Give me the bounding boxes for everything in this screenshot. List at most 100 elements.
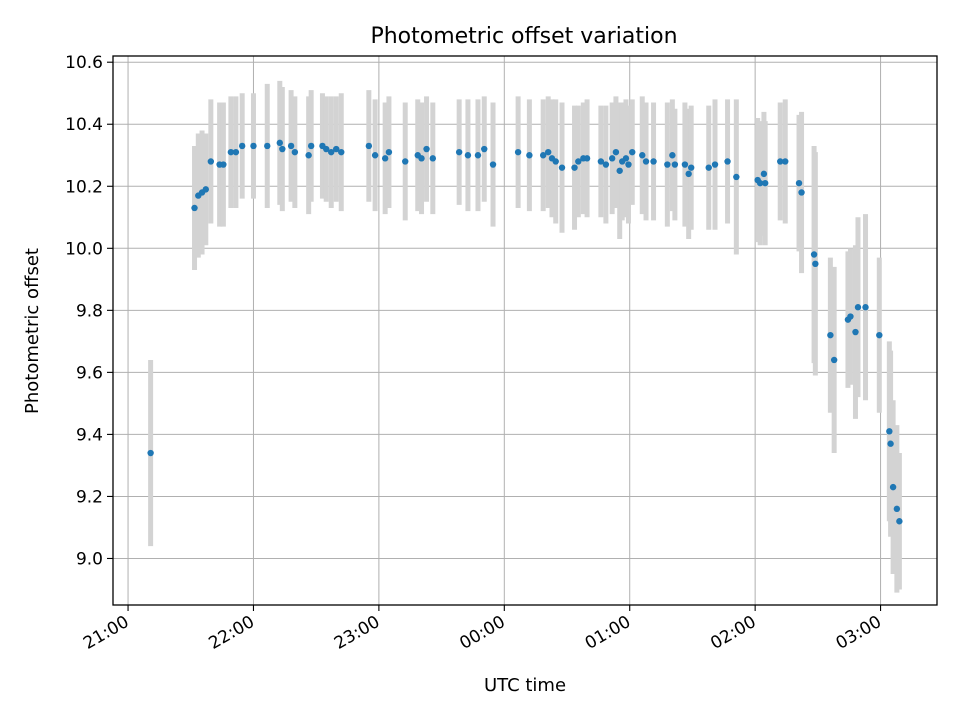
data-point: [323, 145, 330, 153]
data-point: [276, 139, 284, 147]
data-point: [782, 158, 789, 165]
data-point: [147, 449, 154, 457]
data-point: [616, 167, 623, 174]
data-point: [545, 148, 552, 156]
data-point: [423, 145, 430, 153]
y-tick-label: 9.4: [76, 425, 103, 445]
data-point: [733, 173, 740, 181]
data-point: [238, 142, 246, 150]
y-axis-label: Photometric offset: [22, 248, 43, 414]
plot-frame: [112, 55, 938, 606]
data-point: [812, 260, 819, 268]
data-point: [481, 145, 488, 153]
y-axis-ticks: 9.0 9.2 9.4 9.6 9.8 10.0 10.2 10.4 10.6: [65, 53, 113, 569]
x-tick-label: 02:00: [707, 612, 759, 654]
data-point: [291, 148, 299, 156]
data-point: [338, 148, 345, 156]
data-point: [664, 161, 671, 168]
data-point: [191, 204, 198, 212]
data-point: [896, 518, 903, 525]
x-axis-ticks: 21:00 22:00 23:00 00:00 01:00 02:00 03:00: [80, 605, 885, 654]
data-point: [862, 304, 869, 311]
data-point: [514, 148, 522, 156]
data-point: [264, 142, 271, 150]
y-tick-label: 10.6: [65, 53, 103, 73]
data-point: [418, 155, 425, 162]
data-point: [761, 179, 769, 187]
data-point: [526, 152, 533, 159]
data-point: [681, 161, 689, 168]
data-point: [724, 158, 731, 165]
y-tick-label: 10.4: [65, 115, 103, 135]
data-point: [795, 179, 803, 187]
data-point: [887, 440, 894, 447]
data-point: [671, 161, 679, 168]
y-tick-label: 9.2: [76, 487, 103, 507]
y-tick-label: 9.8: [76, 301, 103, 321]
data-point: [385, 148, 393, 156]
data-point: [220, 161, 227, 168]
data-point: [639, 152, 646, 159]
data-point: [886, 428, 893, 435]
data-point: [402, 158, 409, 165]
data-point: [464, 152, 472, 159]
data-point: [333, 145, 340, 153]
data-point: [711, 161, 719, 168]
data-point: [760, 170, 768, 178]
x-tick-label: 21:00: [80, 612, 132, 654]
data-point: [305, 152, 312, 159]
error-bars: [148, 80, 902, 593]
y-tick-label: 9.6: [76, 363, 103, 383]
data-point: [365, 142, 373, 150]
data-point: [202, 186, 210, 193]
data-point: [777, 158, 784, 165]
data-point: [597, 158, 605, 165]
data-point: [328, 148, 335, 156]
data-point: [705, 164, 712, 171]
data-point: [539, 152, 547, 159]
data-point: [625, 161, 632, 168]
x-tick-label: 23:00: [331, 612, 383, 654]
data-point: [612, 148, 620, 156]
data-point: [250, 142, 257, 150]
data-point: [876, 331, 883, 339]
data-point: [207, 158, 215, 165]
data-point: [827, 331, 834, 339]
data-point: [669, 152, 676, 159]
data-point: [429, 155, 437, 162]
data-point: [810, 251, 818, 258]
data-points: [147, 139, 903, 525]
x-tick-label: 22:00: [206, 612, 258, 654]
data-point: [602, 161, 610, 168]
data-point: [608, 155, 616, 162]
data-point: [455, 148, 463, 156]
data-point: [381, 155, 389, 162]
data-point: [629, 148, 636, 156]
data-point: [642, 158, 650, 165]
data-point: [552, 158, 559, 165]
data-point: [575, 158, 582, 165]
data-point: [307, 142, 315, 150]
y-tick-label: 10.0: [65, 239, 103, 259]
data-point: [279, 145, 286, 153]
data-point: [798, 189, 805, 196]
x-tick-label: 00:00: [456, 612, 508, 654]
data-point: [687, 164, 695, 171]
data-point: [571, 164, 578, 171]
data-point: [685, 170, 692, 178]
data-point: [847, 313, 854, 320]
data-point: [854, 304, 862, 311]
data-point: [227, 148, 235, 156]
data-point: [287, 142, 295, 150]
data-point: [489, 161, 497, 168]
data-point: [852, 328, 859, 336]
data-point: [889, 483, 897, 491]
data-point: [650, 158, 657, 165]
data-point: [583, 155, 591, 162]
data-point: [474, 152, 482, 159]
x-axis-label: UTC time: [484, 675, 566, 696]
data-point: [830, 356, 838, 364]
x-tick-label: 01:00: [582, 612, 634, 654]
x-tick-label: 03:00: [833, 612, 885, 654]
